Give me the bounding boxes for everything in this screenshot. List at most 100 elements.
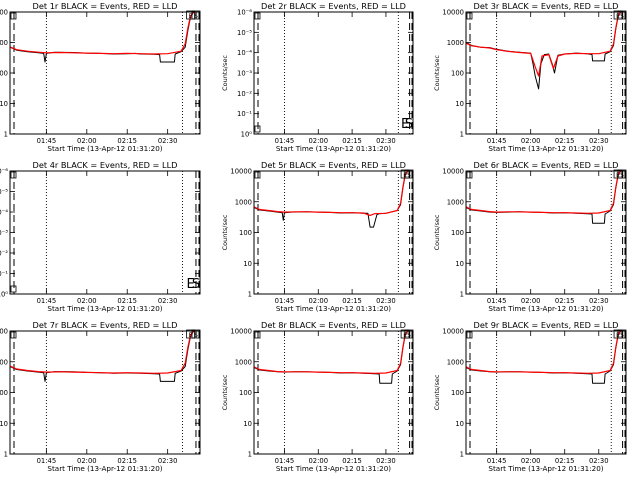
panel-det-9: Det 9r BLACK = Events, RED = LLD Counts/s… [433,320,627,473]
panel-det-1: Det 1r BLACK = Events, RED = LLDCounts/s… [0,1,201,153]
panel-title: Det 6r BLACK = Events, RED = LLD [474,160,619,170]
y-tick-label: 10⁻² [0,250,8,258]
y-tick-label: 10 [455,260,464,268]
corner-marker-box [10,12,17,20]
y-axis-label: Counts/sec [221,214,229,250]
x-tick-label: 02:15 [555,137,575,145]
x-tick-label: 02:15 [117,297,137,305]
panel-title: Det 8r BLACK = Events, RED = LLD [261,320,406,330]
y-tick-label: 1 [4,451,8,459]
y-tick-label: 10⁻⁶ [237,9,252,17]
series-lld-line [465,11,622,77]
y-tick-label: 100 [0,70,8,78]
plot-frame [253,170,414,295]
x-tick-label: 02:30 [158,297,178,305]
annotation-s: S [620,172,624,179]
panel-det-3: Det 3r BLACK = Events, RED = LLD Counts/s… [433,1,627,153]
annotation-s: S [192,277,200,292]
panel-title: Det 9r BLACK = Events, RED = LLD [474,320,619,330]
panel-title: Det 3r BLACK = Events, RED = LLD [474,1,619,11]
plot-frame [465,330,627,455]
y-tick-label: 10⁰ [241,131,253,139]
x-tick-label: 01:45 [275,137,295,145]
panel-det-5: Det 5r BLACK = Events, RED = LLD Counts/s… [221,160,414,313]
y-tick-label: 10⁻⁴ [237,49,252,57]
series-lld-line [253,170,409,216]
x-tick-label: 02:30 [158,137,178,145]
plot-frame [9,330,201,455]
y-tick-label: 1 [460,451,464,459]
y-tick-label: 10⁻¹ [237,110,252,118]
x-tick-label: 02:00 [77,137,97,145]
y-tick-label: 1000 [447,198,464,206]
corner-marker-box [254,12,261,20]
x-tick-label: 02:30 [376,297,396,305]
annotation-s: S [407,332,411,339]
annotation-s: S [194,332,198,339]
y-tick-label: 10 [243,420,252,428]
y-tick-label: 10⁻¹ [0,270,8,278]
y-tick-label: 10⁻³ [0,229,8,237]
y-tick-label: 10 [0,420,8,428]
series-events-line [465,11,622,90]
y-tick-label: 10⁻⁴ [0,209,8,217]
y-tick-label: 1000 [0,358,8,366]
annotation-box-e [186,10,195,20]
x-tick-label: 01:45 [487,137,507,145]
y-tick-label: 10000 [0,9,8,17]
x-axis-label: Start Time (13-Apr-12 01:31:20) [276,144,391,153]
corner-marker-box [466,171,473,179]
series-events-line [253,330,409,384]
y-tick-label: 10 [455,100,464,108]
y-tick-label: 100 [239,389,252,397]
x-tick-label: 01:45 [275,457,295,465]
y-tick-label: 10000 [230,168,252,176]
corner-marker-box [466,12,473,20]
plot-frame [465,170,627,295]
y-tick-label: 1000 [447,358,464,366]
x-axis-label: Start Time (13-Apr-12 01:31:20) [488,464,603,473]
corner-marker-box [10,171,17,179]
x-axis-label: Start Time (13-Apr-12 01:31:20) [47,304,162,313]
corner-marker-box-bottom [254,125,261,133]
corner-marker-box [254,171,261,179]
series-lld-line [9,330,195,374]
y-axis-label: Counts/sec [433,55,441,91]
x-tick-label: 01:45 [37,457,57,465]
x-tick-label: 02:00 [521,297,541,305]
series-events-line [465,170,622,224]
y-tick-label: 10000 [442,328,464,336]
x-axis-label: Start Time (13-Apr-12 01:31:20) [276,304,391,313]
y-tick-label: 1000 [447,39,464,47]
annotation-s: S [405,117,413,132]
x-tick-label: 01:45 [37,137,57,145]
x-tick-label: 01:45 [37,297,57,305]
x-tick-label: 02:30 [589,137,609,145]
panel-title: Det 7r BLACK = Events, RED = LLD [33,320,178,330]
x-tick-label: 02:15 [555,457,575,465]
y-tick-label: 10⁻³ [237,70,252,78]
x-axis-label: Start Time (13-Apr-12 01:31:20) [276,464,391,473]
x-tick-label: 02:00 [77,297,97,305]
x-tick-label: 02:15 [555,297,575,305]
series-events-line [465,330,622,384]
corner-marker-box [10,331,17,339]
series-lld-line [253,330,409,374]
y-tick-label: 100 [451,389,464,397]
y-tick-label: 1000 [235,198,252,206]
y-tick-label: 10⁻² [237,90,252,98]
y-tick-label: 10 [455,420,464,428]
x-axis-label: Start Time (13-Apr-12 01:31:20) [488,144,603,153]
y-tick-label: 10 [0,100,8,108]
series-lld-line [9,11,195,55]
y-tick-label: 1 [4,131,8,139]
annotation-e: E [189,332,193,339]
y-axis-label: Counts/sec [221,374,229,410]
annotation-box-e [186,329,195,339]
y-tick-label: 10⁻⁵ [237,29,252,37]
y-tick-label: 1 [248,291,252,299]
panel-det-8: Det 8r BLACK = Events, RED = LLD Counts/s… [221,320,414,473]
y-axis-label: Counts/sec [433,214,441,250]
y-tick-label: 10000 [230,328,252,336]
